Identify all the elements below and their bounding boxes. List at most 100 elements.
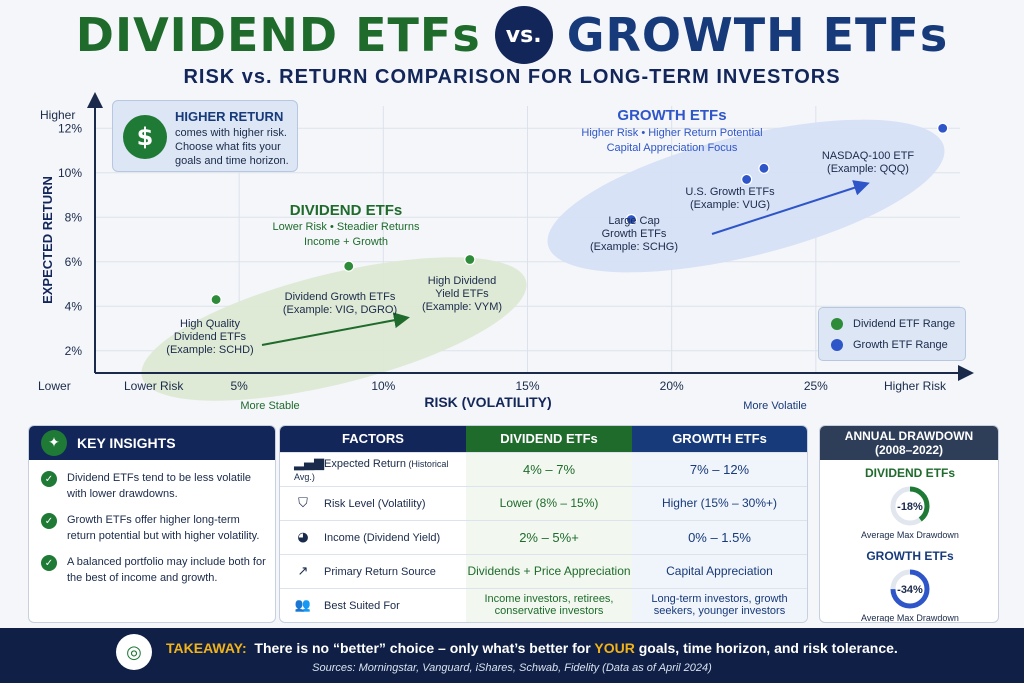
y-axis-title: EXPECTED RETURN — [40, 176, 55, 304]
check-icon: ✓ — [41, 471, 57, 487]
legend-item-dividend: Dividend ETF Range — [831, 318, 955, 330]
vs-badge: vs. — [494, 6, 553, 64]
callout-body: comes with higher risk. Choose what fits… — [175, 127, 289, 167]
factor-cell: ↗ Primary Return Source — [280, 553, 466, 588]
point-label: (Example: QQQ) — [827, 163, 909, 175]
point-label: (Example: SCHG) — [590, 241, 678, 253]
growth-point — [625, 213, 637, 226]
factor-cell: ◕ Income (Dividend Yield) — [280, 519, 466, 554]
key-insights-panel: ✦ KEY INSIGHTS ✓ Dividend ETFs tend to b… — [28, 425, 276, 623]
factor-cell: ⛉ Risk Level (Volatility) — [280, 485, 466, 520]
point-label: High Quality — [180, 318, 240, 330]
y-high-label: Higher — [40, 108, 75, 122]
point-label: (Example: SCHD) — [166, 344, 253, 356]
insight-text: A balanced portfolio may include both fo… — [67, 556, 266, 584]
insight-item: ✓ Dividend ETFs tend to be less volatile… — [41, 470, 269, 502]
dividend-point — [464, 253, 476, 266]
growth-group-desc: Higher Risk • Higher Return Potential — [581, 127, 762, 139]
growth-cell: Capital Appreciation — [632, 553, 807, 588]
takeaway-footer: ◎ TAKEAWAY: There is no “better” choice … — [0, 628, 1024, 683]
y-tick-label: 8% — [65, 210, 83, 224]
page-subtitle: RISK vs. RETURN COMPARISON FOR LONG-TERM… — [183, 66, 841, 88]
x-tick-label: 20% — [660, 379, 684, 393]
dividend-cell: Dividends + Price Appreciation — [466, 553, 632, 588]
dividend-cell: Lower (8% – 15%) — [466, 485, 632, 520]
pie-chart-icon: ◕ — [297, 529, 309, 545]
factor-label: Risk Level (Volatility) — [324, 497, 426, 510]
shield-icon: ⛉ — [298, 495, 308, 511]
takeaway-text-after: goals, time horizon, and risk tolerance. — [638, 640, 898, 656]
growth-point — [758, 162, 770, 174]
factor-label: Primary Return Source — [324, 565, 436, 578]
growth-cell: 7% – 12% — [632, 451, 807, 486]
comparison-table: FACTORS DIVIDEND ETFs GROWTH ETFs ▂▄▆Exp… — [279, 425, 808, 623]
callout-heading: HIGHER RETURN — [175, 109, 284, 124]
people-icon: 👥 — [294, 597, 312, 613]
point-label: Dividend Growth ETFs — [285, 291, 396, 303]
dividend-zone — [141, 257, 527, 401]
page-title: DIVIDEND ETFs vs. GROWTH ETFs — [0, 4, 1024, 66]
growth-point — [937, 122, 949, 134]
key-insights-header: ✦ KEY INSIGHTS — [29, 426, 275, 460]
y-tick-label: 6% — [65, 255, 83, 269]
point-label: Yield ETFs — [435, 288, 489, 300]
drawdown-panel: ANNUAL DRAWDOWN (2008–2022) DIVIDEND ETF… — [819, 425, 999, 623]
gauge-value: -18% — [897, 501, 923, 513]
trend-up-icon: ↗ — [297, 563, 309, 579]
takeaway-label: TAKEAWAY: — [166, 640, 247, 656]
check-icon: ✓ — [41, 513, 57, 529]
dividend-group-desc: Income + Growth — [304, 236, 388, 248]
insight-text: Growth ETFs offer higher long-term retur… — [67, 514, 260, 542]
factor-cell: ▂▄▆Expected Return (Historical Avg.) — [280, 451, 466, 486]
point-label: Growth ETFs — [602, 228, 667, 240]
drawdown-dividend-label: DIVIDEND ETFs — [864, 466, 955, 480]
point-label: Large Cap — [608, 215, 659, 227]
legend-dot-dividend — [831, 318, 843, 330]
drawdown-title: ANNUAL DRAWDOWN — [844, 429, 974, 443]
check-icon: ✓ — [41, 555, 57, 571]
legend-dot-growth — [831, 339, 843, 351]
point-label: NASDAQ-100 ETF — [822, 150, 915, 162]
money-bag-icon: $ — [123, 115, 167, 159]
growth-trend-arrow — [711, 180, 870, 235]
point-label: Dividend ETFs — [174, 331, 247, 343]
dividend-group-desc: Lower Risk • Steadier Returns — [273, 221, 420, 233]
factor-cell: 👥 Best Suited For — [280, 587, 466, 622]
sources-note: Sources: Morningstar, Vanguard, iShares,… — [312, 662, 712, 674]
table-row: ⛉ Risk Level (Volatility) Lower (8% – 15%… — [280, 485, 807, 520]
dividend-drawdown-gauge: -18% — [890, 486, 930, 526]
growth-cell: Long-term investors, growth seekers, you… — [632, 587, 807, 622]
gauge-fill — [890, 486, 930, 526]
table-row: ▂▄▆Expected Return (Historical Avg.) 4% … — [280, 451, 807, 486]
insight-item: ✓ A balanced portfolio may include both … — [41, 554, 269, 586]
growth-drawdown-gauge: -34% — [890, 569, 930, 609]
takeaway-highlight: YOUR — [594, 640, 635, 656]
drawdown-period: (2008–2022) — [874, 443, 944, 457]
table-row: ◕ Income (Dividend Yield) 2% – 5%+ 0% – 1… — [280, 519, 807, 554]
target-icon: ◎ — [116, 634, 152, 670]
dividend-point — [210, 293, 222, 306]
lightbulb-icon: ✦ — [41, 430, 67, 456]
x-axis-title: RISK (VOLATILITY) — [424, 394, 551, 410]
dividend-point — [343, 260, 355, 272]
key-insights-title: KEY INSIGHTS — [77, 435, 176, 451]
point-label: (Example: VUG) — [690, 199, 770, 211]
point-label: High Dividend — [428, 275, 496, 287]
point-label: (Example: VIG, DGRO) — [283, 304, 397, 316]
table-row: ↗ Primary Return Source Dividends + Price… — [280, 553, 807, 588]
factor-label: Expected Return — [324, 457, 406, 470]
growth-group-desc: Capital Appreciation Focus — [607, 142, 738, 154]
y-tick-label: 4% — [65, 299, 83, 313]
dividend-trend-arrow — [261, 312, 410, 346]
x-high-label: Higher Risk — [884, 379, 947, 393]
drawdown-caption: Average Max Drawdown — [861, 530, 959, 540]
gauge-fill — [890, 569, 930, 609]
bar-chart-icon: ▂▄▆ — [294, 455, 324, 471]
drawdown-caption: Average Max Drawdown — [861, 613, 959, 623]
insight-item: ✓ Growth ETFs offer higher long-term ret… — [41, 512, 269, 544]
growth-point — [741, 173, 753, 186]
takeaway-text-before: There is no “better” choice – only what’… — [254, 640, 591, 656]
y-tick-label: 12% — [58, 121, 82, 135]
dividend-group-title: DIVIDEND ETFs — [290, 202, 403, 219]
point-label: (Example: VYM) — [422, 301, 502, 313]
